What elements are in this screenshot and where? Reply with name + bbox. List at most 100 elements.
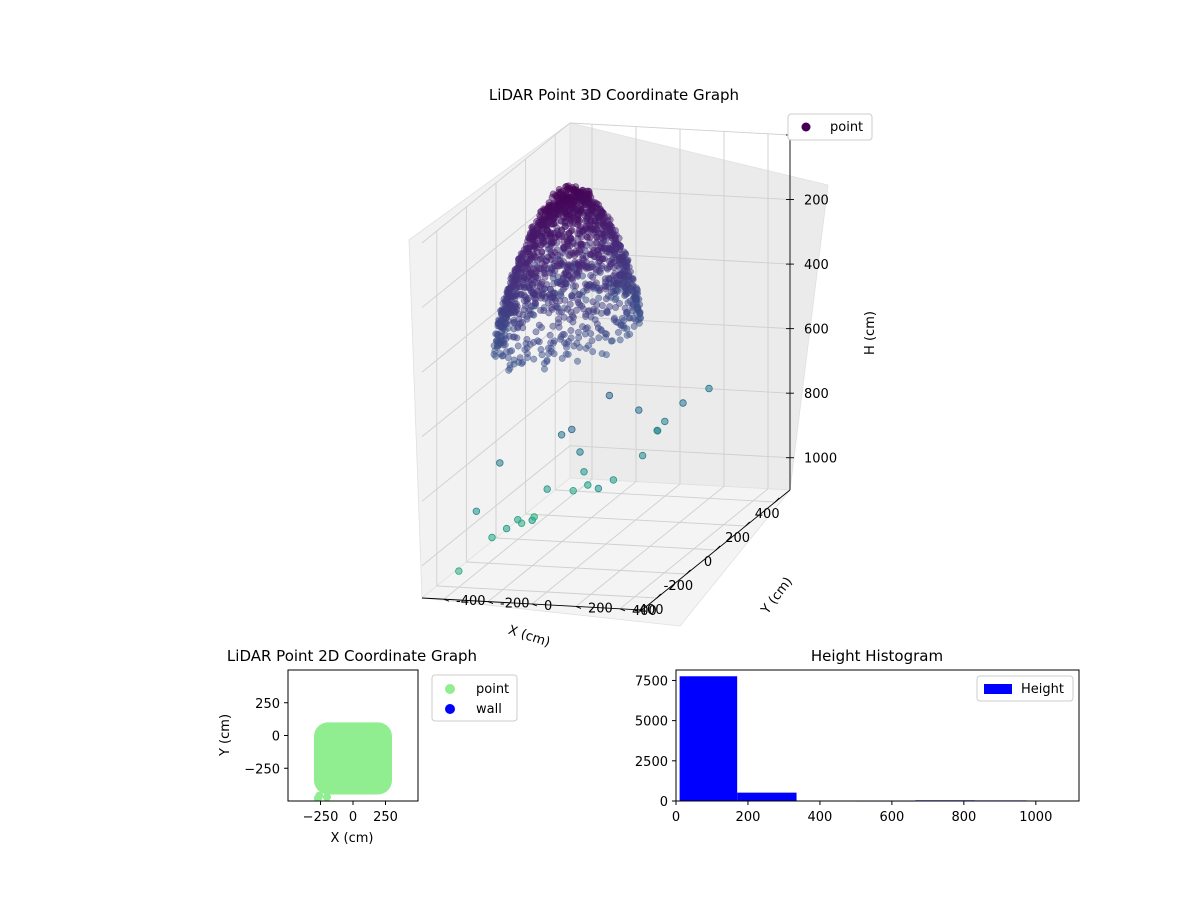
point-cloud-dot-58 xyxy=(558,354,566,362)
tick-label-y-1: -200 xyxy=(500,597,530,612)
point-cloud-dot-137 xyxy=(508,347,516,355)
point-cloud-dot-1098 xyxy=(577,240,585,248)
tick-label-hist-x-0: 0 xyxy=(672,810,680,825)
tick-label-z-2: 400 xyxy=(804,258,829,273)
histogram-bar-0 xyxy=(679,676,738,801)
chart-3d-legend-label-point: point xyxy=(830,120,863,135)
point-cloud-dot-745 xyxy=(618,253,626,261)
point-cloud-dot-1289 xyxy=(562,222,570,230)
chart-3d: LiDAR Point 3D Coordinate Graph -400-200… xyxy=(408,86,878,651)
scatter-point-15 xyxy=(580,468,588,476)
chart-3d-legend-box xyxy=(787,113,873,141)
point-cloud-dot-772 xyxy=(519,281,527,289)
scatter-point-0 xyxy=(496,459,504,467)
point-cloud-dot-953 xyxy=(515,255,522,263)
gridline-y-floor-0 xyxy=(443,478,593,600)
scatter-point-22 xyxy=(653,427,662,435)
chart-3d-scatter-points xyxy=(455,384,713,575)
tick-label-hist-x-3: 600 xyxy=(879,810,904,825)
tick-label-x-3: 200 xyxy=(725,531,750,546)
point-cloud-dot-236 xyxy=(567,334,575,342)
histogram-legend: Height xyxy=(976,675,1074,702)
point-cloud-dot-29 xyxy=(623,331,631,339)
tick-label-hist-y-0: 0 xyxy=(660,795,668,810)
point-cloud-dot-1474 xyxy=(554,197,562,205)
tick-label-2d-y-0: 250 xyxy=(255,697,280,712)
point-cloud-dot-1037 xyxy=(566,251,574,259)
chart-2d-ticks: −250 0 250 250 0 −250 xyxy=(244,697,398,825)
tick-label-x-0: -400 xyxy=(634,603,664,618)
point-cloud-dot-381 xyxy=(549,322,557,330)
point-cloud-dot-792 xyxy=(556,280,564,288)
point-cloud-dot-10 xyxy=(598,350,606,358)
histogram-ticks: 0 200 400 600 800 1000 0 2500 5000 7500 xyxy=(635,674,1052,825)
point-cloud-dot-438 xyxy=(585,307,593,315)
point-cloud-dot-550 xyxy=(537,306,545,314)
chart-3d-xlabel: X (cm) xyxy=(506,623,552,651)
chart-2d-legend-marker-wall xyxy=(445,704,455,714)
point-cloud-dot-1227 xyxy=(598,208,606,216)
point-cloud-dot-313 xyxy=(579,323,586,331)
point-cloud-dot-1241 xyxy=(567,227,575,235)
point-cloud-dot-35 xyxy=(630,322,638,330)
tick-label-x-4: 400 xyxy=(755,507,780,522)
point-cloud-dot-97 xyxy=(516,354,524,362)
point-cloud-dot-280 xyxy=(621,304,629,312)
point-cloud-dot-293 xyxy=(513,334,521,342)
chart-2d-legend-label-wall: wall xyxy=(476,702,502,717)
tick-label-2d-x-0: −250 xyxy=(303,810,339,825)
point-cloud-dot-532 xyxy=(520,306,528,314)
point-cloud-dot-626 xyxy=(544,299,552,307)
point-cloud-dot-312 xyxy=(567,327,575,334)
scatter-point-21 xyxy=(661,417,669,426)
point-cloud-dot-296 xyxy=(624,299,632,307)
scatter-point-18 xyxy=(569,487,577,495)
tick-label-2d-x-1: 0 xyxy=(349,810,357,825)
scatter-point-19 xyxy=(455,567,463,575)
point-cloud-dot-564 xyxy=(566,300,574,308)
gridline-z-back-5 xyxy=(569,445,791,459)
scatter-point-9 xyxy=(679,399,687,407)
scatter-point-17 xyxy=(584,481,592,489)
point-cloud-dot-112 xyxy=(585,342,592,350)
point-cloud-dot-1467 xyxy=(545,199,553,207)
scatter-point-5 xyxy=(605,391,614,400)
point-cloud-dot-48 xyxy=(607,337,615,345)
chart-2d-legend-label-point: point xyxy=(476,682,509,697)
point-cloud-dot-1337 xyxy=(538,215,546,223)
point-cloud-dot-640 xyxy=(575,291,583,299)
point-cloud-dot-679 xyxy=(592,279,600,287)
point-cloud-dot-661 xyxy=(601,275,609,283)
point-cloud-dot-79 xyxy=(530,355,538,363)
tick-label-y-0: -400 xyxy=(456,594,486,609)
scatter-point-8 xyxy=(638,451,647,460)
tick-label-hist-x-5: 1000 xyxy=(1019,810,1052,825)
tick-label-z-5: 1000 xyxy=(804,452,837,467)
point-cloud-dot-75 xyxy=(504,354,512,362)
chart-2d-legend: point wall xyxy=(431,674,518,722)
point-2d-2 xyxy=(323,793,331,801)
point-cloud-dot-39 xyxy=(589,348,597,356)
point-cloud-dot-19 xyxy=(574,357,581,365)
point-cloud-dot-1142 xyxy=(583,233,591,241)
chart-2d-xlabel: X (cm) xyxy=(331,831,374,846)
point-cloud-dot-1406 xyxy=(577,202,585,210)
point-cloud-dot-184 xyxy=(618,314,626,322)
point-cloud-dot-664 xyxy=(611,270,619,278)
point-cloud-dot-84 xyxy=(497,350,505,358)
point-cloud-dot-911 xyxy=(546,269,554,277)
gridline-z-left-5 xyxy=(421,445,571,567)
point-cloud-dot-749 xyxy=(546,285,554,293)
scatter-point-14 xyxy=(543,485,551,493)
point-cloud-dot-1494 xyxy=(572,186,580,194)
point-cloud-dot-17 xyxy=(595,294,603,302)
chart-3d-legend: point xyxy=(787,113,873,141)
point-cloud-dot-16 xyxy=(582,296,590,304)
gridline-z-back-1 xyxy=(569,187,791,200)
chart-2d-plot-area xyxy=(313,722,392,801)
point-cloud-dot-1046 xyxy=(571,248,579,256)
histogram-legend-box xyxy=(976,675,1074,702)
point-cloud-dot-701 xyxy=(551,289,559,297)
point-cloud-dot-542 xyxy=(526,306,534,314)
